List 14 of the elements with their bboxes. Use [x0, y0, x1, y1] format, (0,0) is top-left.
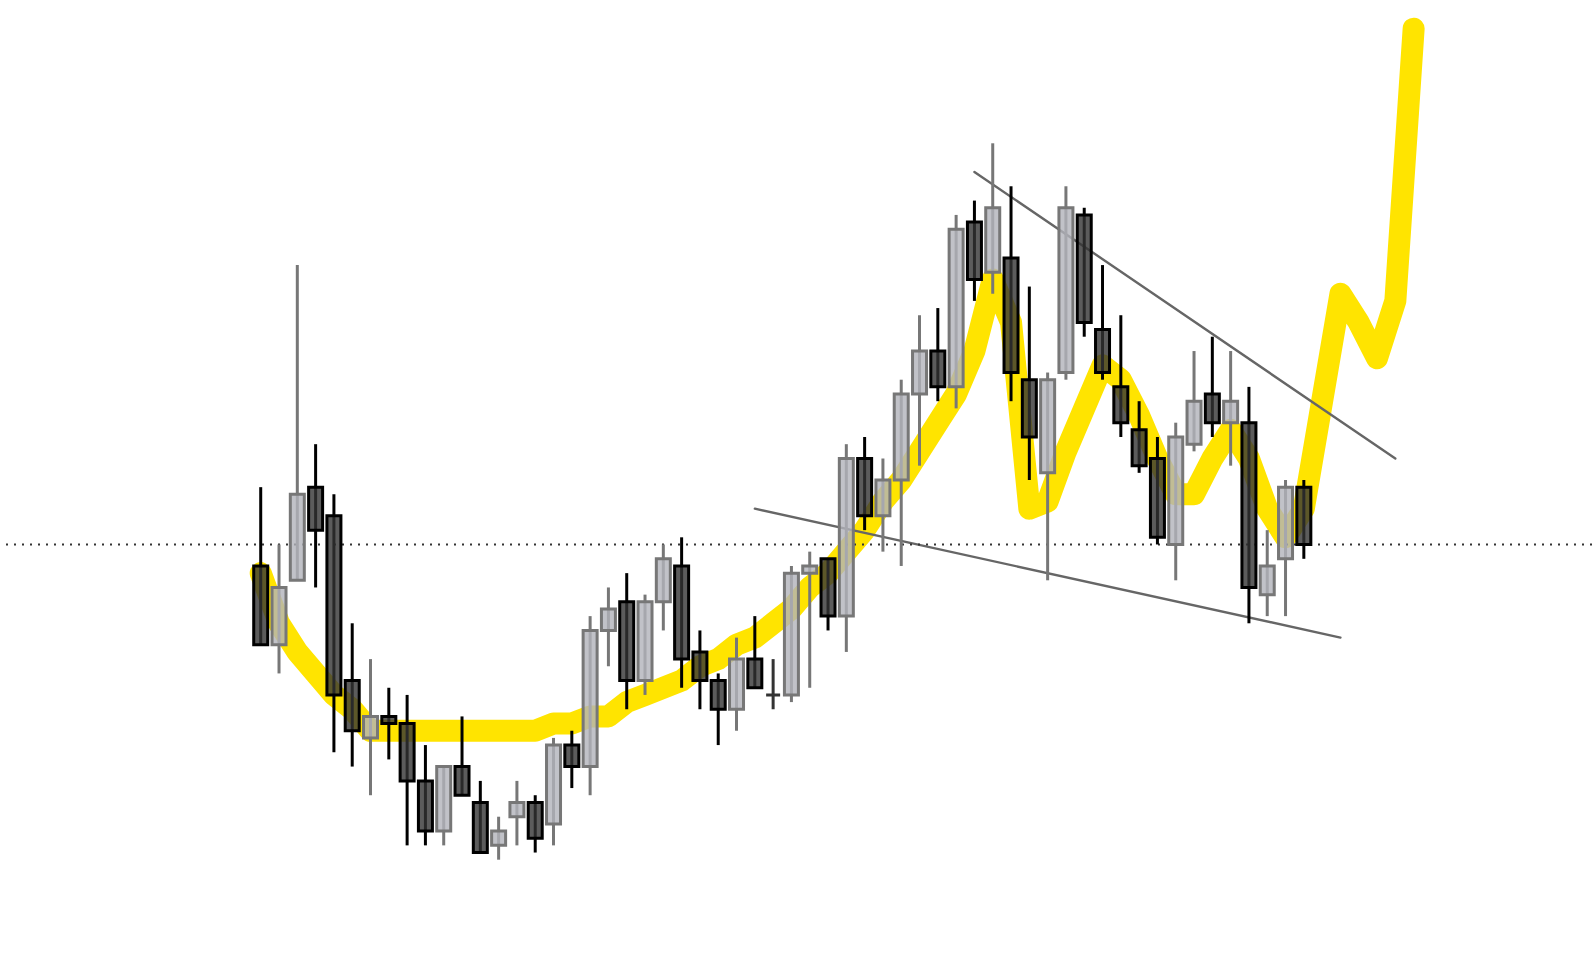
candlestick [490, 815, 508, 862]
candlestick [1203, 335, 1221, 439]
candlestick [526, 793, 544, 855]
candlestick [1112, 313, 1130, 439]
candlestick [929, 306, 947, 403]
candlestick [563, 729, 581, 790]
candlestick [1222, 349, 1240, 468]
candlestick [508, 779, 526, 847]
candlestick [746, 614, 764, 690]
candlestick [453, 714, 471, 797]
candlestick [1258, 528, 1276, 618]
candlestick [764, 657, 782, 711]
candlestick [362, 657, 380, 797]
candlestick [1094, 263, 1112, 382]
